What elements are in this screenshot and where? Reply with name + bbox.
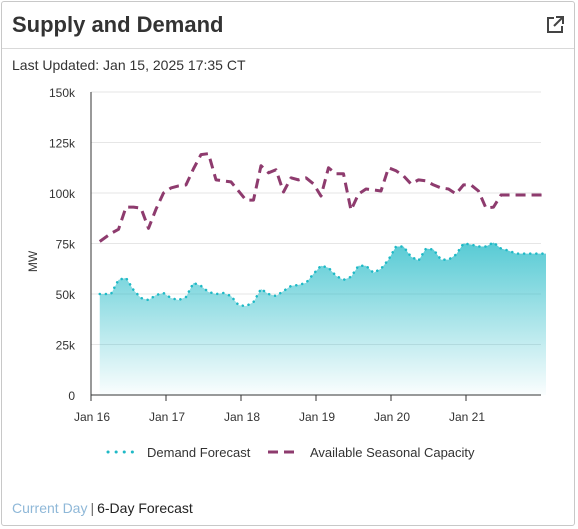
y-tick-label: 125k xyxy=(49,137,76,151)
y-tick-label: 0 xyxy=(68,389,75,403)
legend-capacity-label[interactable]: Available Seasonal Capacity xyxy=(310,445,475,460)
demand-area xyxy=(99,242,546,395)
demand-forecast-line xyxy=(98,240,548,308)
y-tick-label: 25k xyxy=(56,339,76,353)
x-tick-label: Jan 19 xyxy=(299,410,335,424)
y-tick-label: 100k xyxy=(49,187,76,201)
external-link-icon[interactable] xyxy=(545,15,565,35)
available-capacity-line xyxy=(98,152,546,243)
card-header: Supply and Demand xyxy=(2,2,574,49)
toggle-separator: | xyxy=(90,500,95,516)
card-title: Supply and Demand xyxy=(12,12,224,37)
y-tick-label: 150k xyxy=(49,86,76,100)
six-day-forecast-link[interactable]: 6-Day Forecast xyxy=(97,500,193,516)
legend-demand-label[interactable]: Demand Forecast xyxy=(147,445,251,460)
x-tick-label: Jan 20 xyxy=(374,410,410,424)
x-tick-label: Jan 18 xyxy=(224,410,260,424)
view-toggle: Current Day | 6-Day Forecast xyxy=(12,500,193,516)
last-updated-text: Last Updated: Jan 15, 2025 17:35 CT xyxy=(12,57,246,73)
current-day-link[interactable]: Current Day xyxy=(12,500,88,516)
x-tick-label: Jan 17 xyxy=(149,410,185,424)
y-axis-label: MW xyxy=(26,250,40,272)
x-tick-label: Jan 16 xyxy=(74,410,110,424)
y-tick-label: 75k xyxy=(56,238,76,252)
y-tick-label: 50k xyxy=(56,288,76,302)
x-tick-label: Jan 21 xyxy=(449,410,485,424)
